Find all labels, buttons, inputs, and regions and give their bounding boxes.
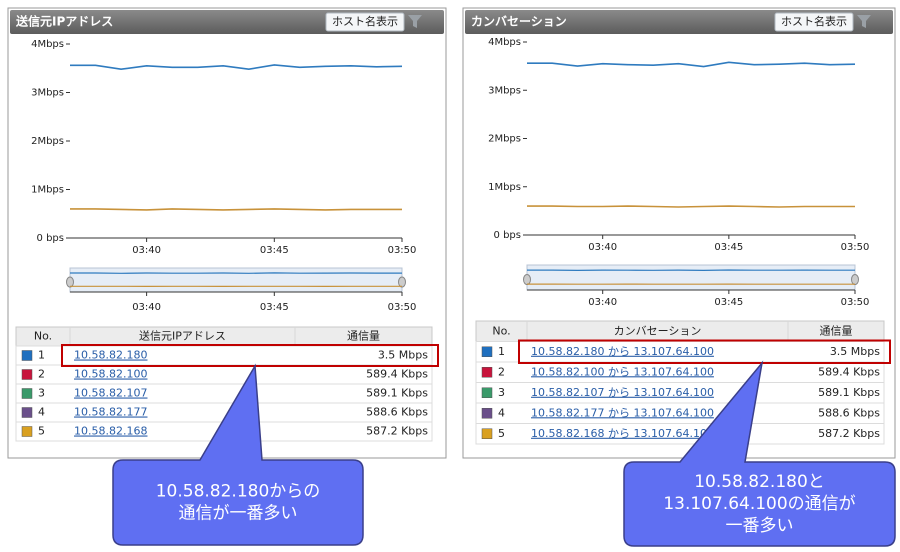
filter-icon[interactable] (408, 15, 422, 28)
row-color (21, 426, 33, 437)
column-header: 送信元IPアドレス (139, 329, 226, 343)
row-traffic: 589.4 Kbps (366, 368, 428, 381)
row-number: 3 (498, 386, 505, 399)
highlight-box (518, 339, 891, 364)
row-number: 2 (38, 368, 45, 381)
column-header: 通信量 (820, 324, 853, 337)
y-tick-label: 0 bps (494, 230, 521, 241)
row-link[interactable]: 10.58.82.100 (74, 368, 147, 381)
row-traffic: 587.2 Kbps (366, 425, 428, 438)
row-link[interactable]: 10.58.82.107 から 13.107.64.100 (531, 386, 714, 399)
navigator-tick-label: 03:50 (388, 302, 417, 313)
row-link[interactable]: 10.58.82.180 (74, 349, 147, 362)
x-tick-label: 03:40 (588, 242, 617, 253)
navigator (526, 264, 856, 291)
navigator-handle (66, 276, 74, 288)
column-header: 通信量 (347, 330, 380, 343)
row-number: 3 (38, 387, 45, 400)
row-color (481, 367, 493, 378)
host-name-button-label: ホスト名表示 (781, 14, 847, 28)
navigator-tick-label: 03:45 (260, 302, 289, 313)
y-tick-label: 0 bps (37, 233, 64, 244)
panel-title: 送信元IPアドレス (15, 14, 113, 29)
row-link[interactable]: 10.58.82.168 から 13.107.64.100 (531, 427, 714, 440)
navigator-handle (523, 274, 531, 285)
panel-title: カンバセーション (471, 15, 567, 29)
row-number: 1 (498, 345, 505, 358)
row-color (21, 388, 33, 399)
row-link[interactable]: 10.58.82.177 (74, 406, 147, 419)
y-tick-label: 4Mbps (488, 37, 521, 48)
row-color (21, 407, 33, 418)
host-name-button-label: ホスト名表示 (332, 14, 398, 28)
callout-text: 一番多い (726, 516, 794, 536)
navigator-handle (851, 274, 859, 285)
row-number: 5 (498, 427, 505, 440)
column-header: カンバセーション (614, 324, 702, 337)
column-header: No. (34, 330, 52, 343)
row-traffic: 589.1 Kbps (366, 387, 428, 400)
y-tick-label: 1Mbps (31, 185, 64, 196)
row-link[interactable]: 10.58.82.100 から 13.107.64.100 (531, 365, 714, 378)
row-color (21, 350, 33, 361)
series-line (527, 205, 855, 208)
highlight-box (61, 344, 439, 367)
y-tick-label: 1Mbps (488, 182, 521, 193)
series-line (527, 61, 856, 68)
row-color (481, 346, 493, 357)
row-color (481, 387, 493, 398)
navigator (69, 267, 403, 293)
host-name-button[interactable] (774, 12, 854, 32)
callout-text: 通信が一番多い (179, 504, 298, 524)
row-link[interactable]: 10.58.82.177 から 13.107.64.100 (531, 406, 714, 419)
callout (112, 363, 364, 546)
row-traffic: 588.6 Kbps (818, 406, 880, 419)
row-traffic: 587.2 Kbps (818, 427, 880, 440)
y-tick-label: 2Mbps (488, 134, 521, 145)
row-color (481, 428, 493, 439)
y-tick-label: 3Mbps (31, 88, 64, 99)
row-number: 1 (38, 349, 45, 362)
row-number: 2 (498, 365, 505, 378)
navigator-tick-label: 03:50 (841, 297, 870, 308)
host-name-button[interactable] (325, 12, 405, 32)
row-traffic: 3.5 Mbps (830, 345, 880, 358)
row-link[interactable]: 10.58.82.168 (74, 425, 147, 438)
row-number: 5 (38, 425, 45, 438)
x-tick-label: 03:45 (260, 245, 289, 256)
x-tick-label: 03:50 (841, 242, 870, 253)
row-link[interactable]: 10.58.82.107 (74, 387, 147, 400)
row-number: 4 (38, 406, 45, 419)
callout-text: 10.58.82.180と (694, 472, 825, 492)
row-traffic: 589.1 Kbps (818, 386, 880, 399)
row-color (21, 369, 33, 380)
series-line (70, 208, 402, 211)
callout-text: 13.107.64.100の通信が (663, 494, 855, 514)
row-color (481, 408, 493, 419)
x-tick-label: 03:45 (714, 242, 743, 253)
row-traffic: 588.6 Kbps (366, 406, 428, 419)
navigator-handle (398, 276, 406, 288)
y-tick-label: 2Mbps (31, 136, 64, 147)
y-tick-label: 3Mbps (488, 85, 521, 96)
navigator-tick-label: 03:40 (588, 297, 617, 308)
row-traffic: 589.4 Kbps (818, 365, 880, 378)
x-tick-label: 03:50 (388, 245, 417, 256)
y-tick-label: 4Mbps (31, 39, 64, 50)
series-line (70, 64, 403, 71)
x-tick-label: 03:40 (132, 245, 161, 256)
navigator-tick-label: 03:40 (132, 302, 161, 313)
row-link[interactable]: 10.58.82.180 から 13.107.64.100 (531, 345, 714, 358)
callout (623, 360, 896, 547)
table-row (475, 423, 885, 445)
callout-text: 10.58.82.180からの (156, 482, 321, 502)
filter-icon[interactable] (857, 15, 871, 28)
row-number: 4 (498, 406, 505, 419)
row-traffic: 3.5 Mbps (378, 349, 428, 362)
navigator-tick-label: 03:45 (714, 297, 743, 308)
column-header: No. (492, 324, 510, 337)
